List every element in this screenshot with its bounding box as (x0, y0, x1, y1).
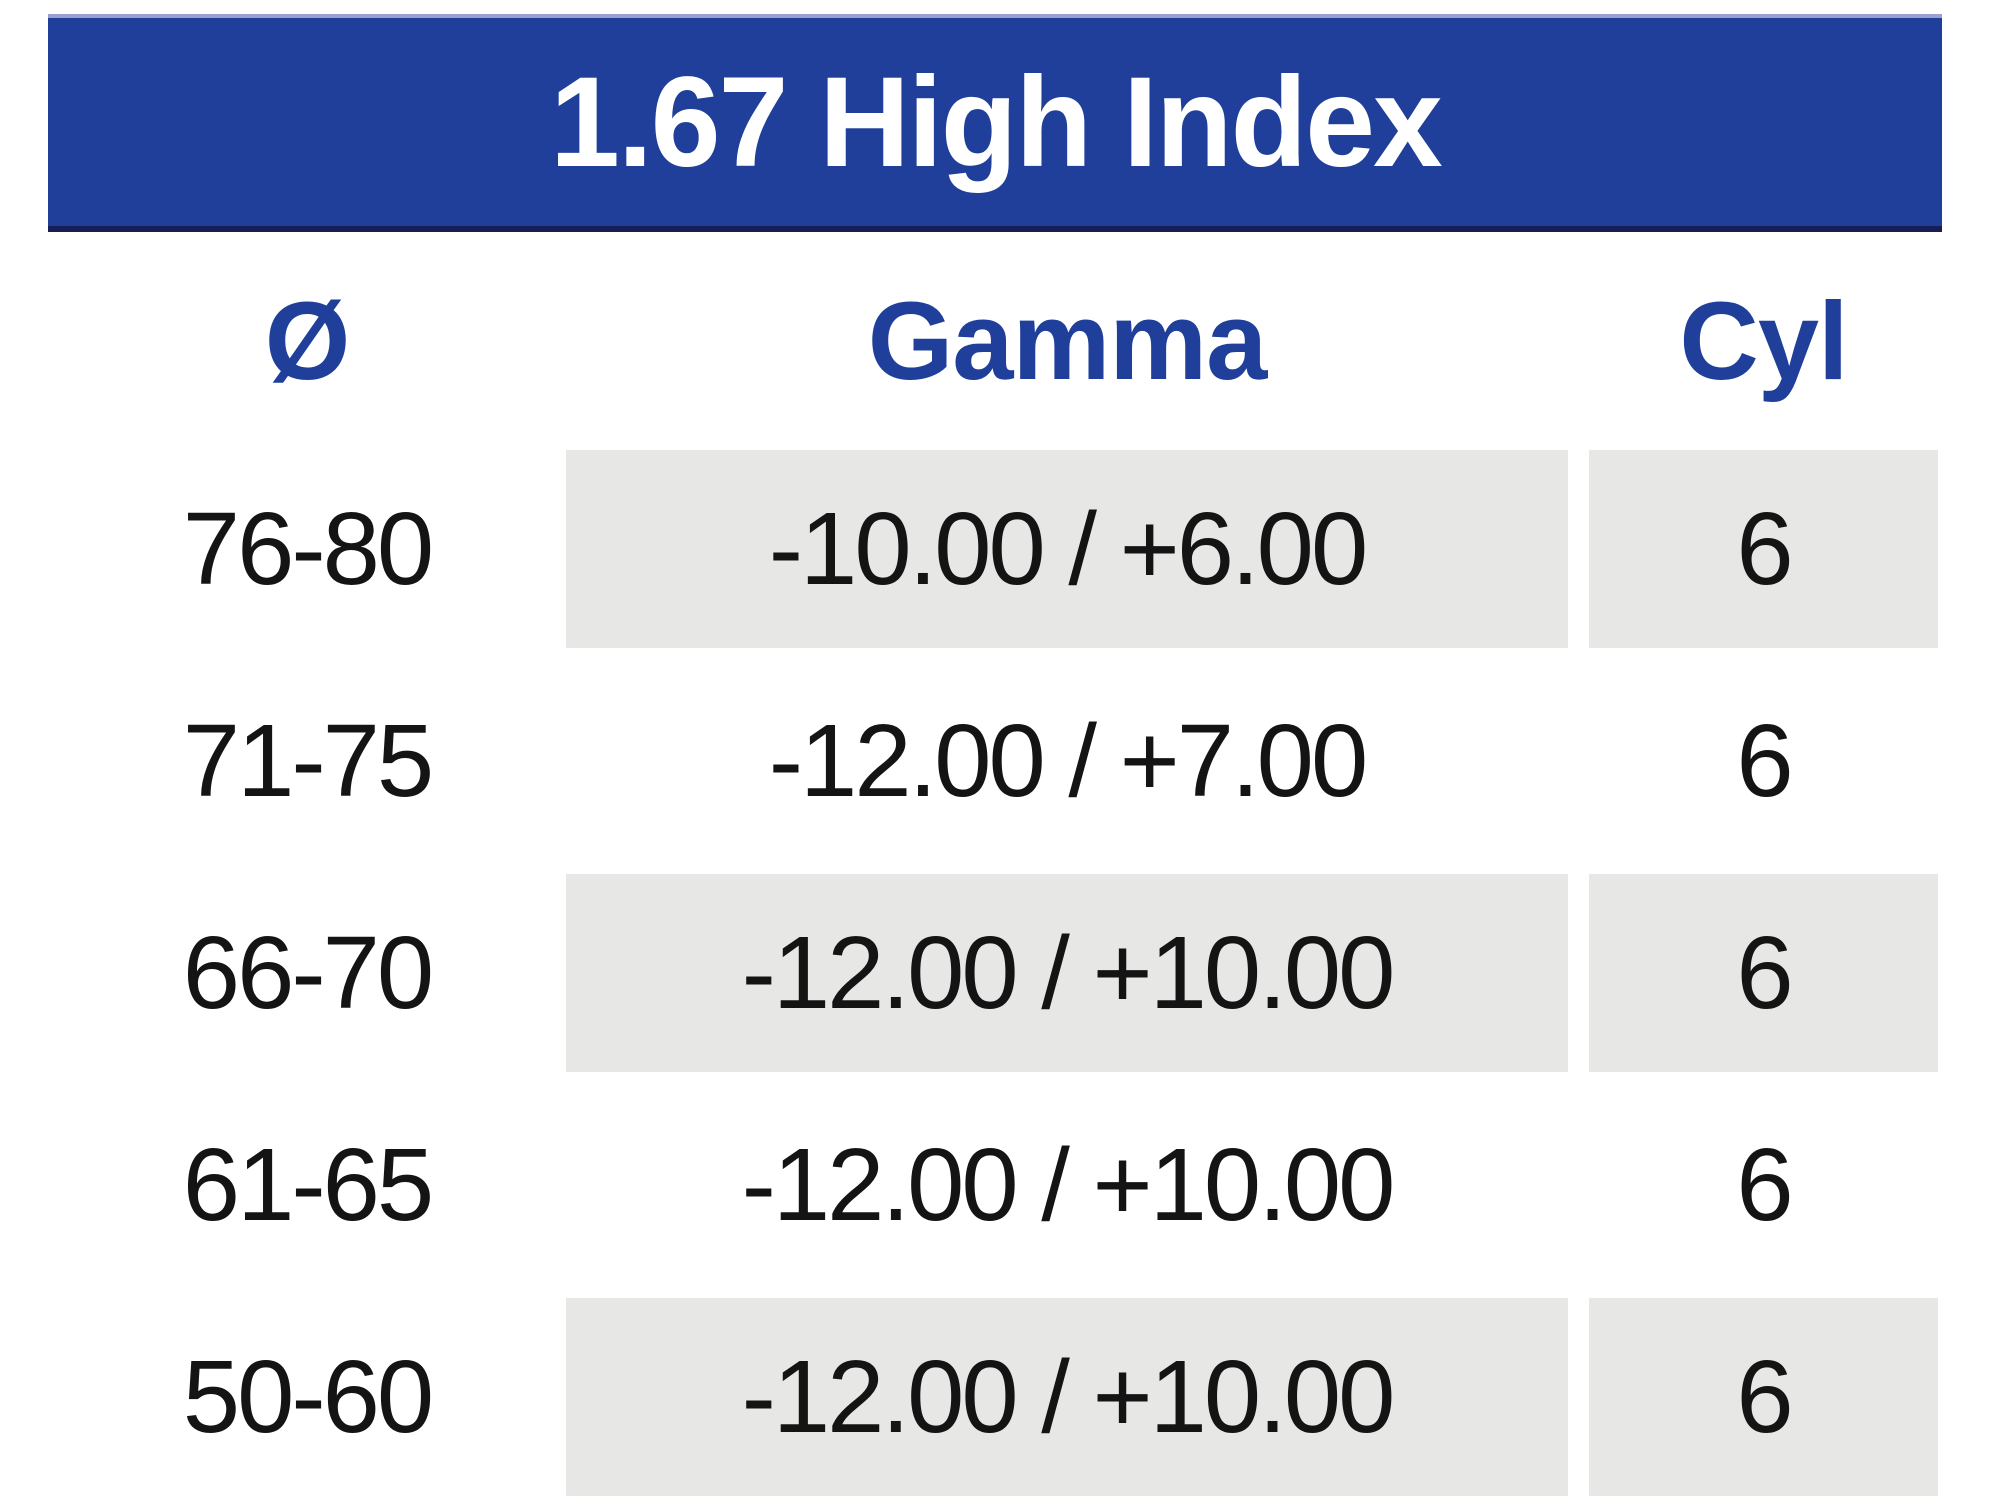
column-gutter (1568, 1298, 1589, 1496)
cyl-cell: 6 (1736, 703, 1793, 818)
column-gutter (1568, 232, 1589, 450)
column-gutter (1568, 662, 1589, 860)
table-row: 71-75 -12.00 / +7.00 6 (48, 662, 1938, 860)
gamma-cell: -12.00 / +10.00 (566, 874, 1568, 1072)
diameter-cell: 61-65 (182, 1127, 434, 1242)
column-gutter (1568, 874, 1589, 1072)
diameter-cell: 50-60 (182, 1339, 434, 1454)
table-row: 61-65 -12.00 / +10.00 6 (48, 1086, 1938, 1284)
col-header-gamma: Gamma (867, 279, 1268, 403)
table-header-row: Ø Gamma Cyl (48, 232, 1938, 450)
column-gutter (1568, 1086, 1589, 1284)
gamma-cell: -12.00 / +10.00 (566, 1298, 1568, 1496)
table-row: 66-70 -12.00 / +10.00 6 (48, 874, 1938, 1072)
lens-spec-table: Ø Gamma Cyl 76-80 -10.00 / +6.00 6 71-75… (48, 232, 1938, 1500)
gamma-cell: -12.00 / +7.00 (768, 703, 1369, 818)
diameter-cell: 71-75 (182, 703, 434, 818)
cyl-cell: 6 (1589, 450, 1938, 648)
cyl-cell: 6 (1736, 1127, 1793, 1242)
col-header-cyl: Cyl (1679, 279, 1848, 403)
diameter-cell: 66-70 (182, 915, 434, 1030)
col-header-diameter: Ø (264, 279, 351, 403)
gamma-cell: -12.00 / +10.00 (741, 1127, 1396, 1242)
diameter-cell: 76-80 (182, 491, 434, 606)
column-gutter (1568, 450, 1589, 648)
page-title: 1.67 High Index (549, 50, 1443, 194)
table-row: 50-60 -12.00 / +10.00 6 (48, 1298, 1938, 1496)
title-banner: 1.67 High Index (48, 14, 1942, 232)
cyl-cell: 6 (1589, 874, 1938, 1072)
cyl-cell: 6 (1589, 1298, 1938, 1496)
gamma-cell: -10.00 / +6.00 (566, 450, 1568, 648)
table-row: 76-80 -10.00 / +6.00 6 (48, 450, 1938, 648)
